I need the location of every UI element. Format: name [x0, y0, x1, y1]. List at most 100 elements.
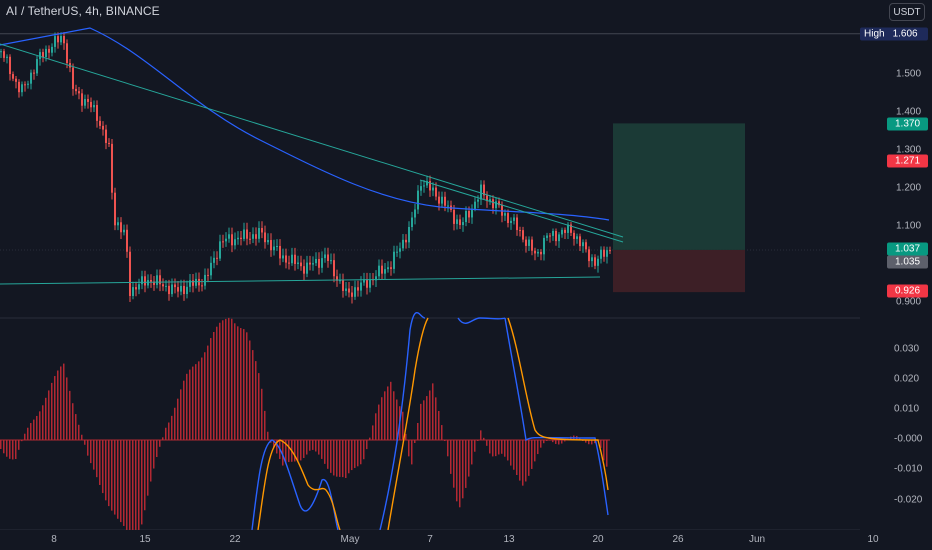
candle-body	[561, 229, 563, 235]
candle-body	[447, 205, 449, 207]
candle-body	[576, 236, 578, 239]
histogram-bar	[306, 440, 308, 455]
histogram-bar	[321, 440, 323, 459]
histogram-bar	[372, 425, 374, 440]
histogram-bar	[504, 440, 506, 457]
candle-body	[519, 230, 521, 232]
candle-body	[330, 260, 332, 262]
histogram-bar	[171, 415, 173, 440]
candle-body	[156, 275, 158, 285]
histogram-bar	[213, 331, 215, 440]
histogram-bar	[24, 433, 26, 440]
indicator-axis[interactable]: 0.030 0.020 0.010 -0.000 -0.010 -0.020	[860, 318, 932, 530]
indicator-tick: 0.020	[894, 373, 920, 385]
candle-body	[42, 52, 44, 58]
candle-body	[144, 276, 146, 286]
histogram-bar	[48, 390, 50, 440]
prev-close-badge: 1.035	[887, 255, 928, 269]
histogram-bar	[447, 440, 449, 457]
candle-body	[126, 229, 128, 252]
histogram-bar	[240, 328, 242, 440]
candle-body	[264, 232, 266, 243]
histogram-bar	[537, 440, 539, 455]
candle-body	[438, 196, 440, 204]
histogram-bar	[99, 440, 101, 485]
candle-body	[108, 142, 110, 144]
candle-body	[231, 234, 233, 246]
candle-body	[564, 229, 566, 233]
histogram-bar	[450, 440, 452, 474]
candle-body	[18, 81, 20, 93]
histogram-bar	[345, 440, 347, 479]
candle-body	[66, 43, 68, 64]
histogram-bar	[174, 407, 176, 440]
histogram-bar	[282, 440, 284, 466]
candle-body	[177, 287, 179, 292]
histogram-bar	[558, 440, 560, 445]
price-axis[interactable]: High 1.606 1.500 1.400 1.300 1.200 1.100…	[860, 0, 932, 318]
histogram-bar	[210, 338, 212, 440]
histogram-bar	[453, 440, 455, 488]
currency-button[interactable]: USDT	[889, 3, 925, 21]
price-chart[interactable]	[0, 0, 860, 530]
histogram-bar	[201, 357, 203, 440]
candle-body	[435, 187, 437, 197]
histogram-bar	[420, 403, 422, 440]
candle-body	[417, 190, 419, 210]
time-tick: 22	[229, 534, 241, 545]
candle-body	[543, 237, 545, 255]
histogram-bar	[309, 440, 311, 451]
candle-body	[525, 239, 527, 246]
histogram-bar	[45, 397, 47, 440]
histogram-bar	[231, 318, 233, 440]
candle-body	[102, 125, 104, 130]
histogram-bar	[486, 440, 488, 446]
candle-body	[174, 284, 176, 288]
candle-body	[483, 184, 485, 196]
candle-body	[6, 56, 8, 58]
price-tick: 1.100	[896, 220, 922, 232]
candle-body	[30, 72, 32, 84]
candle-body	[306, 262, 308, 274]
symbol-title: AI / TetherUS, 4h, BINANCE	[6, 4, 160, 18]
histogram-bar	[384, 391, 386, 440]
histogram-bar	[129, 440, 131, 530]
histogram-bar	[492, 440, 494, 457]
histogram-bar	[222, 320, 224, 440]
candle-body	[279, 246, 281, 259]
histogram-bar	[294, 440, 296, 462]
candle-body	[336, 276, 338, 281]
candle-body	[558, 234, 560, 242]
histogram-bar	[375, 413, 377, 440]
candle-body	[12, 74, 14, 79]
candle-body	[591, 257, 593, 262]
histogram-bar	[63, 363, 65, 440]
histogram-bar	[255, 361, 257, 440]
candle-body	[135, 287, 137, 290]
candle-body	[552, 230, 554, 236]
histogram-bar	[237, 326, 239, 440]
candle-body	[60, 36, 62, 43]
histogram-bar	[525, 440, 527, 482]
histogram-bar	[333, 440, 335, 476]
candle-body	[381, 265, 383, 274]
histogram-bar	[390, 381, 392, 440]
candle-body	[216, 257, 218, 259]
candle-body	[315, 258, 317, 264]
histogram-bar	[438, 410, 440, 440]
candle-body	[141, 276, 143, 285]
price-tick: 1.200	[896, 182, 922, 194]
candle-body	[255, 234, 257, 239]
histogram-bar	[93, 440, 95, 470]
candle-body	[9, 56, 11, 75]
candle-body	[510, 220, 512, 223]
histogram-bar	[42, 405, 44, 440]
candle-body	[120, 222, 122, 233]
histogram-bar	[180, 389, 182, 440]
candle-body	[165, 285, 167, 287]
time-axis[interactable]: 8 15 22 May 7 13 20 26 Jun 10	[0, 530, 932, 550]
histogram-bar	[21, 440, 23, 442]
histogram-bar	[552, 440, 554, 443]
candle-body	[81, 93, 83, 106]
candle-body	[222, 241, 224, 243]
